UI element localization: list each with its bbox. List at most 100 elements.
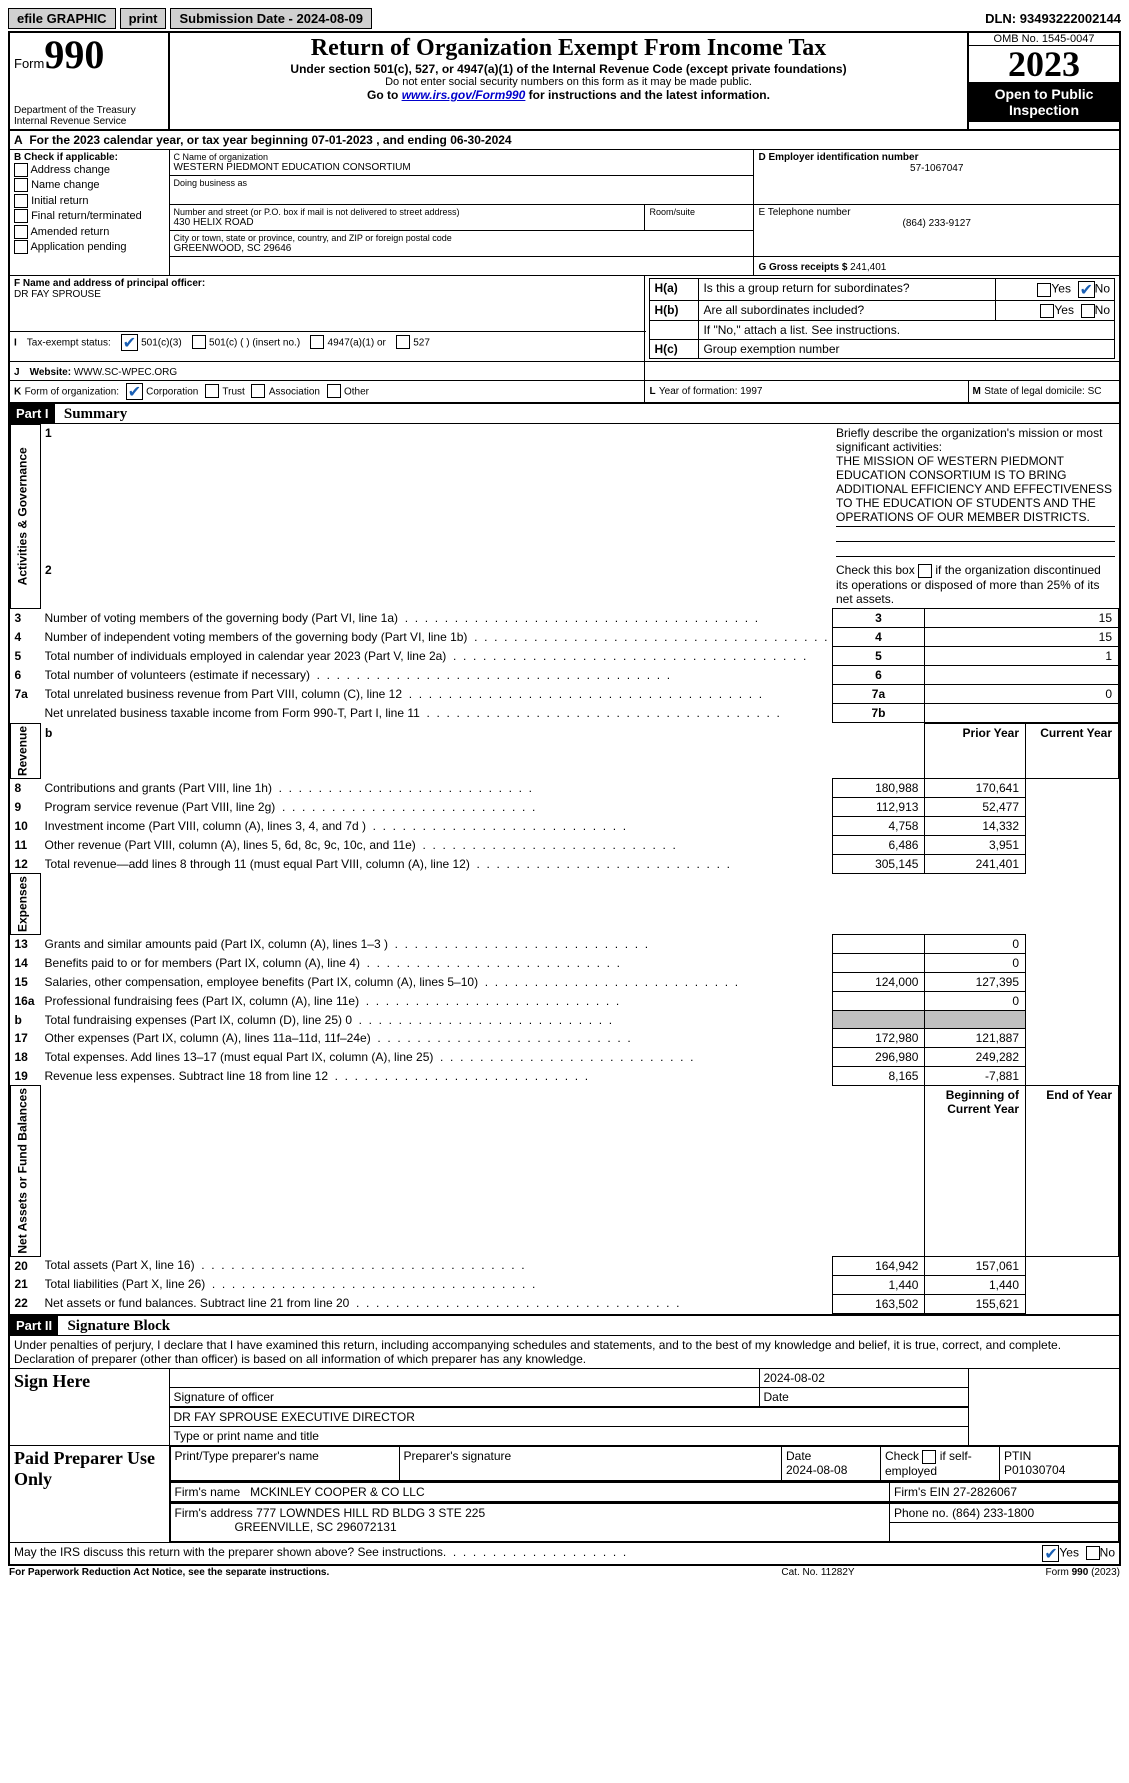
current-value: 241,401	[925, 855, 1026, 874]
current-value: 0	[925, 954, 1026, 973]
year-formation: 1997	[740, 386, 762, 397]
line-value: 15	[925, 628, 1119, 647]
h-b-yes[interactable]	[1040, 304, 1054, 318]
h-b-note: If "No," attach a list. See instructions…	[699, 320, 1115, 339]
check-amended-return[interactable]	[14, 225, 28, 239]
line-text: Total number of volunteers (estimate if …	[41, 666, 832, 685]
sign-date-label: Date	[759, 1387, 968, 1406]
check-application-pending[interactable]	[14, 240, 28, 254]
discuss-no[interactable]	[1086, 1546, 1100, 1560]
preparer-ptin: PTINP01030704	[1000, 1446, 1119, 1480]
part-2-title: Signature Block	[61, 1318, 170, 1334]
box-k-label: K	[14, 387, 21, 398]
street-address: 430 HELIX ROAD	[174, 217, 641, 228]
h-a-no[interactable]	[1078, 281, 1095, 298]
line-num: 10	[11, 817, 41, 836]
line-num	[11, 704, 41, 723]
part-1-tag: Part I	[10, 404, 55, 423]
prior-value: 8,165	[832, 1067, 925, 1086]
prior-value: 305,145	[832, 855, 925, 874]
current-value: 52,477	[925, 798, 1026, 817]
check-other[interactable]	[327, 384, 341, 398]
line-key: 7b	[832, 704, 925, 723]
line-num: 16a	[11, 992, 41, 1011]
line-value: 0	[925, 685, 1119, 704]
print-button[interactable]: print	[120, 8, 167, 29]
line-key: 4	[832, 628, 925, 647]
current-value: 0	[925, 935, 1026, 954]
line-a-period: A For the 2023 calendar year, or tax yea…	[9, 130, 1120, 150]
check-name-change[interactable]	[14, 178, 28, 192]
gross-receipts: 241,401	[850, 262, 886, 273]
line-text: Number of independent voting members of …	[41, 628, 832, 647]
check-501c3[interactable]	[121, 334, 138, 351]
box-b-checklist: Address change Name change Initial retur…	[14, 163, 165, 255]
principal-officer: DR FAY SPROUSE	[14, 289, 640, 300]
check-527[interactable]	[396, 335, 410, 349]
officer-name: DR FAY SPROUSE EXECUTIVE DIRECTOR	[170, 1407, 968, 1426]
firm-ein: 27-2826067	[953, 1485, 1017, 1499]
perjury-declaration: Under penalties of perjury, I declare th…	[9, 1335, 1120, 1368]
line-num: 14	[11, 954, 41, 973]
firm-addr-label: Firm's address	[175, 1506, 257, 1520]
line-key: 3	[832, 609, 925, 628]
firm-addr1: 777 LOWNDES HILL RD BLDG 3 STE 225	[256, 1506, 485, 1520]
line-num: 17	[11, 1029, 41, 1048]
check-association[interactable]	[251, 384, 265, 398]
check-corporation[interactable]	[126, 383, 143, 400]
line-num: 4	[11, 628, 41, 647]
prior-value	[832, 954, 925, 973]
line-text: Number of voting members of the governin…	[41, 609, 832, 628]
box-j-text: Website:	[30, 367, 74, 378]
check-501c[interactable]	[192, 335, 206, 349]
expenses-label: Expenses	[11, 874, 41, 935]
check-self-employed[interactable]	[922, 1450, 936, 1464]
line-num: 9	[11, 798, 41, 817]
line-num: 5	[11, 647, 41, 666]
line-key: 6	[832, 666, 925, 685]
hdr-prior-year: Prior Year	[925, 724, 1026, 779]
current-value: 121,887	[925, 1029, 1026, 1048]
city-state-zip: GREENWOOD, SC 29646	[174, 243, 750, 254]
check-final-return[interactable]	[14, 209, 28, 223]
line-num: 20	[11, 1256, 41, 1275]
line-num: 21	[11, 1275, 41, 1294]
h-b-no[interactable]	[1081, 304, 1095, 318]
current-value: 14,332	[925, 817, 1026, 836]
check-initial-return[interactable]	[14, 194, 28, 208]
efile-button[interactable]: efile GRAPHIC	[8, 8, 116, 29]
cat-no: Cat. No. 11282Y	[717, 1566, 919, 1579]
instructions-link[interactable]: www.irs.gov/Form990	[402, 88, 526, 102]
firm-name-label: Firm's name	[175, 1485, 244, 1499]
line-text: Other expenses (Part IX, column (A), lin…	[41, 1029, 832, 1048]
line-text: Program service revenue (Part VIII, line…	[41, 798, 832, 817]
tax-year: 2023	[969, 46, 1119, 82]
box-g-label: G Gross receipts $	[758, 262, 850, 273]
line-value	[925, 704, 1119, 723]
preparer-self-employed: Check if self-employed	[881, 1446, 1000, 1480]
form-990: Form990 Department of the Treasury Inter…	[8, 31, 1121, 1566]
box-f-label: F Name and address of principal officer:	[14, 278, 640, 289]
h-a-yes[interactable]	[1037, 283, 1051, 297]
current-value: 1,440	[925, 1275, 1026, 1294]
line-text: Total number of individuals employed in …	[41, 647, 832, 666]
box-i-text: Tax-exempt status:	[27, 338, 111, 349]
line-text: Professional fundraising fees (Part IX, …	[41, 992, 832, 1011]
dln: DLN: 93493222002144	[985, 11, 1121, 26]
dba-label: Doing business as	[174, 178, 750, 188]
check-discontinued[interactable]	[918, 564, 932, 578]
line-2-text: Check this box if the organization disco…	[832, 561, 1119, 608]
line-num: 11	[11, 836, 41, 855]
prior-value: 163,502	[832, 1294, 925, 1313]
prior-value	[832, 992, 925, 1011]
telephone: (864) 233-9127	[758, 218, 1115, 229]
line-num: 8	[11, 779, 41, 798]
line-num: 15	[11, 973, 41, 992]
current-value: 170,641	[925, 779, 1026, 798]
check-address-change[interactable]	[14, 163, 28, 177]
check-4947[interactable]	[310, 335, 324, 349]
discuss-yes[interactable]	[1042, 1545, 1059, 1562]
city-label: City or town, state or province, country…	[174, 233, 750, 243]
check-trust[interactable]	[205, 384, 219, 398]
line-num: 7a	[11, 685, 41, 704]
